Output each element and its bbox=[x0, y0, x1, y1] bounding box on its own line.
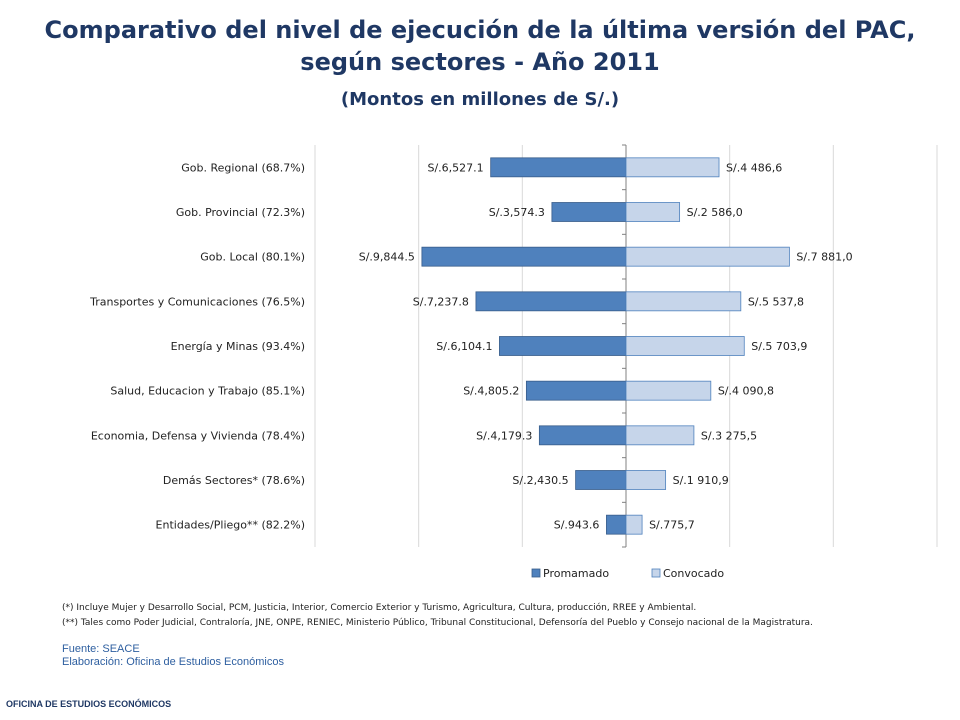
data-label-convocado: S/.4 486,6 bbox=[726, 161, 782, 174]
category-label: Economia, Defensa y Vivienda (78.4%) bbox=[91, 429, 305, 442]
category-label: Gob. Regional (68.7%) bbox=[181, 161, 305, 174]
source-fuente: Fuente: SEACE bbox=[62, 643, 140, 655]
bar-convocado bbox=[625, 425, 695, 446]
bar-convocado bbox=[625, 202, 681, 222]
category-label: Energía y Minas (93.4%) bbox=[171, 340, 305, 353]
category-label: Gob. Provincial (72.3%) bbox=[176, 206, 305, 219]
bar-promamado bbox=[538, 425, 627, 446]
bar-convocado bbox=[625, 157, 720, 178]
chart-subtitle: (Montos en millones de S/.) bbox=[340, 89, 620, 110]
data-label-convocado: S/.5 537,8 bbox=[748, 295, 804, 308]
data-label-promamado: S/.4,805.2 bbox=[463, 385, 519, 398]
bar-promamado bbox=[575, 470, 627, 490]
bar-convocado bbox=[625, 470, 667, 490]
category-label: Salud, Educacion y Trabajo (85.1%) bbox=[110, 385, 305, 398]
data-label-convocado: S/.1 910,9 bbox=[673, 474, 729, 487]
data-label-promamado: S/.6,104.1 bbox=[436, 340, 492, 353]
data-label-convocado: S/.3 275,5 bbox=[701, 429, 757, 442]
data-label-convocado: S/.4 090,8 bbox=[718, 385, 774, 398]
bar-convocado bbox=[625, 380, 712, 401]
data-label-promamado: S/.9,844.5 bbox=[359, 251, 415, 264]
footnotes: (*) Incluye Mujer y Desarrollo Social, P… bbox=[62, 601, 942, 631]
bar-chart: Gob. Regional (68.7%) S/.6,527.1 S/.4 486,… bbox=[89, 144, 938, 580]
bar-convocado bbox=[625, 246, 790, 267]
chart-title: Comparativo del nivel de ejecución de la… bbox=[44, 16, 916, 76]
footnote-1: (*) Incluye Mujer y Desarrollo Social, P… bbox=[62, 603, 697, 613]
legend-swatch-promamado bbox=[531, 568, 541, 578]
data-label-convocado: S/.2 586,0 bbox=[687, 206, 743, 219]
bar-promamado bbox=[525, 380, 627, 401]
bar-promamado bbox=[606, 514, 627, 535]
bar-promamado bbox=[499, 336, 627, 356]
data-label-convocado: S/.5 703,9 bbox=[751, 340, 807, 353]
data-label-promamado: S/.7,237.8 bbox=[413, 295, 469, 308]
legend-swatch-convocado bbox=[651, 568, 661, 578]
data-label-promamado: S/.943.6 bbox=[554, 519, 600, 532]
bar-promamado bbox=[490, 157, 627, 178]
data-label-convocado: S/.7 881,0 bbox=[796, 251, 852, 264]
source-elaboracion: Elaboración: Oficina de Estudios Económi… bbox=[62, 656, 284, 668]
bar-convocado bbox=[625, 514, 643, 535]
footer-office: OFICINA DE ESTUDIOS ECONÓMICOS bbox=[6, 699, 172, 709]
bar-promamado bbox=[475, 291, 627, 312]
category-label: Gob. Local (80.1%) bbox=[200, 251, 305, 264]
category-label: Demás Sectores* (78.6%) bbox=[163, 474, 305, 487]
bar-promamado bbox=[421, 246, 627, 267]
labels-layer: Gob. Regional (68.7%) S/.6,527.1 S/.4 486,… bbox=[89, 161, 852, 531]
data-label-convocado: S/.775,7 bbox=[649, 519, 695, 532]
legend-label-promamado: Promamado bbox=[543, 567, 609, 580]
category-label: Transportes y Comunicaciones (76.5%) bbox=[89, 295, 305, 308]
data-label-promamado: S/.3,574.3 bbox=[489, 206, 545, 219]
bar-promamado bbox=[551, 202, 627, 222]
category-label: Entidades/Pliego** (82.2%) bbox=[156, 519, 305, 532]
footnote-2: (**) Tales como Poder Judicial, Contralo… bbox=[62, 618, 813, 628]
legend-label-convocado: Convocado bbox=[663, 567, 724, 580]
data-label-promamado: S/.6,527.1 bbox=[427, 161, 483, 174]
bars-layer bbox=[421, 157, 790, 535]
source-block: Fuente: SEACE Elaboración: Oficina de Es… bbox=[62, 643, 284, 669]
data-label-promamado: S/.4,179.3 bbox=[476, 429, 532, 442]
bar-convocado bbox=[625, 336, 745, 356]
legend: Promamado Convocado bbox=[531, 567, 724, 580]
data-label-promamado: S/.2,430.5 bbox=[512, 474, 568, 487]
bar-convocado bbox=[625, 291, 742, 312]
